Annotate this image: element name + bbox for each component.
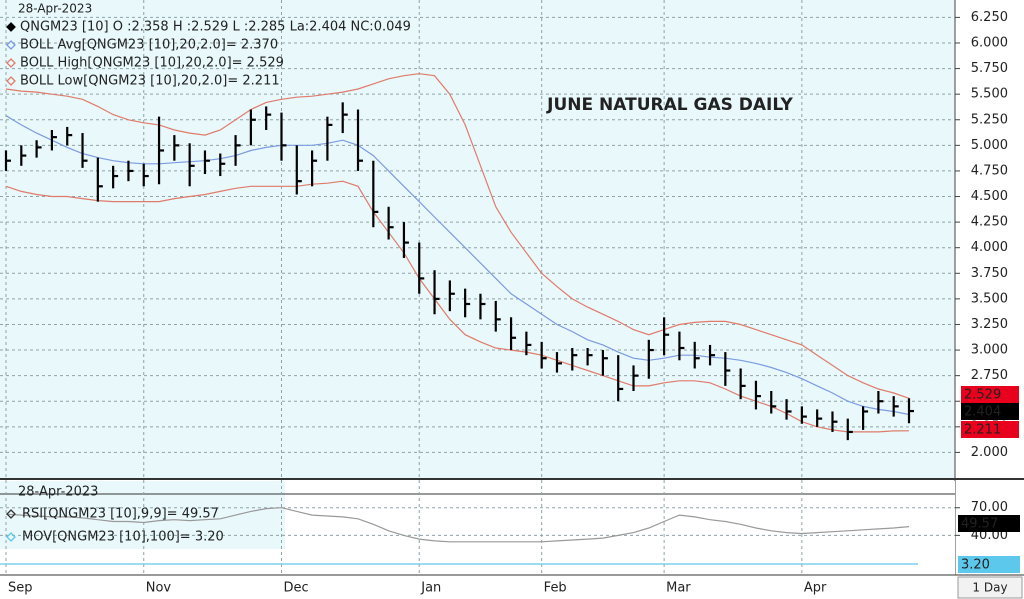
axes: 2.0002.2502.5002.7503.0003.2503.5003.750… — [6, 10, 1020, 596]
legend-marker — [6, 22, 16, 32]
legend-marker — [6, 532, 16, 542]
y-tick-label: 4.500 — [971, 189, 1008, 204]
legend-marker — [6, 58, 16, 68]
interval-button[interactable] — [957, 576, 1023, 599]
y-tick-label: 4.000 — [971, 240, 1008, 255]
y-tick-label: 5.500 — [971, 87, 1008, 102]
legend-label: BOLL Avg[QNGM23 [10],20,2.0]= 2.370 — [20, 38, 278, 53]
value-box-label: 3.20 — [961, 558, 990, 573]
legend-label: QNGM23 [10] O :2.358 H :2.529 L :2.285 L… — [20, 20, 411, 35]
y-tick-label: 3.500 — [971, 291, 1008, 306]
y-tick-label: 2.750 — [971, 368, 1008, 383]
x-tick-label: Apr — [804, 581, 827, 596]
legend-label: RSI[QNGM23 [10],9,9]= 49.57 — [22, 507, 219, 522]
value-box — [958, 515, 1020, 532]
value-box-label: 2.529 — [964, 388, 1001, 403]
value-box-label: 49.57 — [961, 517, 998, 532]
bollinger-line — [5, 115, 910, 416]
rsi-line — [5, 507, 910, 543]
x-tick-label: Jan — [420, 581, 441, 596]
legend-label: BOLL Low[QNGM23 [10],20,2.0]= 2.211 — [20, 74, 280, 89]
legend-marker — [6, 40, 16, 50]
value-box-label: 2.404 — [964, 405, 1001, 420]
date-label: 28-Apr-2023 — [18, 485, 98, 500]
y-tick-label: 6.250 — [971, 10, 1008, 25]
x-tick-label: Feb — [544, 581, 567, 596]
value-box — [961, 421, 1019, 438]
legend-marker — [6, 509, 16, 519]
value-box-label: 2.211 — [964, 423, 1001, 438]
y-tick-label: 3.250 — [971, 317, 1008, 332]
price-plot-bg — [0, 0, 955, 478]
y-tick-label: 3.000 — [971, 343, 1008, 358]
x-tick-label: Nov — [146, 581, 172, 596]
date-label: 28-Apr-2023 — [18, 2, 92, 16]
y-tick-label: 5.750 — [971, 61, 1008, 76]
legend-marker — [6, 76, 16, 86]
y-tick-label: 5.000 — [971, 138, 1008, 153]
y-tick-label: 4.750 — [971, 163, 1008, 178]
legend-label: BOLL High[QNGM23 [10],20,2.0]= 2.529 — [20, 56, 284, 71]
y-tick-label: 4.250 — [971, 215, 1008, 230]
y-tick-label: 5.250 — [971, 112, 1008, 127]
plot — [0, 73, 918, 565]
x-tick-label: Sep — [8, 581, 33, 596]
x-tick-label: Mar — [666, 581, 691, 596]
chart-title: JUNE NATURAL GAS DAILY — [546, 95, 793, 115]
value-box — [961, 386, 1019, 403]
interval-label: 1 Day — [972, 581, 1007, 595]
x-tick-label: Dec — [283, 581, 308, 596]
legend-label: MOV[QNGM23 [10],100]= 3.20 — [22, 530, 224, 545]
value-box — [961, 403, 1019, 420]
bollinger-line — [5, 180, 910, 433]
y-tick-label: 6.000 — [971, 35, 1008, 50]
bollinger-line — [5, 73, 910, 399]
y-tick-label: 70.00 — [971, 500, 1008, 515]
y-tick-label: 3.750 — [971, 266, 1008, 281]
y-tick-label: 2.000 — [971, 445, 1008, 460]
value-box — [958, 556, 1020, 573]
